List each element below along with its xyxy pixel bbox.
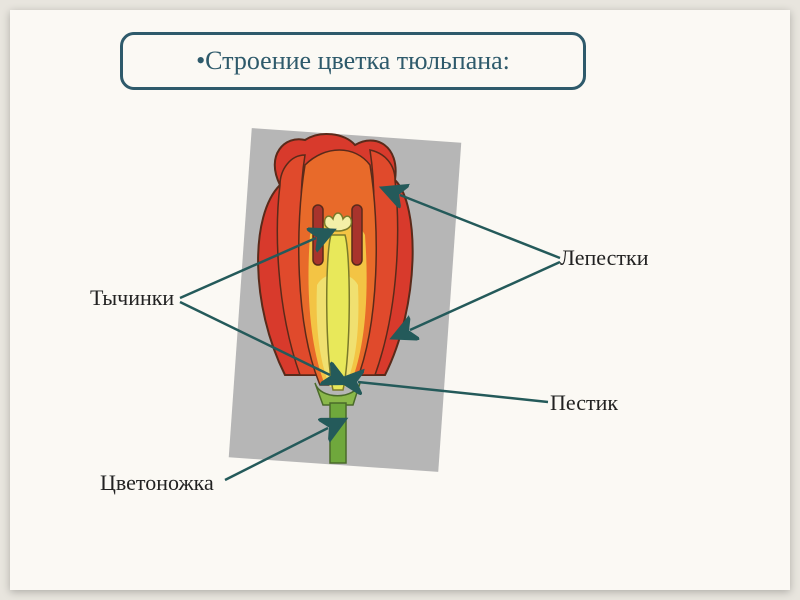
title-box: •Строение цветка тюльпана:: [120, 32, 586, 90]
label-pedicel: Цветоножка: [100, 470, 214, 496]
label-stamens: Тычинки: [90, 285, 174, 311]
diagram: Лепестки Тычинки Пестик Цветоножка: [70, 130, 730, 550]
slide: •Строение цветка тюльпана:: [10, 10, 790, 590]
tulip-flower-icon: [225, 125, 455, 475]
label-petals: Лепестки: [560, 245, 648, 271]
label-pistil: Пестик: [550, 390, 618, 416]
title-text: •Строение цветка тюльпана:: [196, 46, 510, 76]
